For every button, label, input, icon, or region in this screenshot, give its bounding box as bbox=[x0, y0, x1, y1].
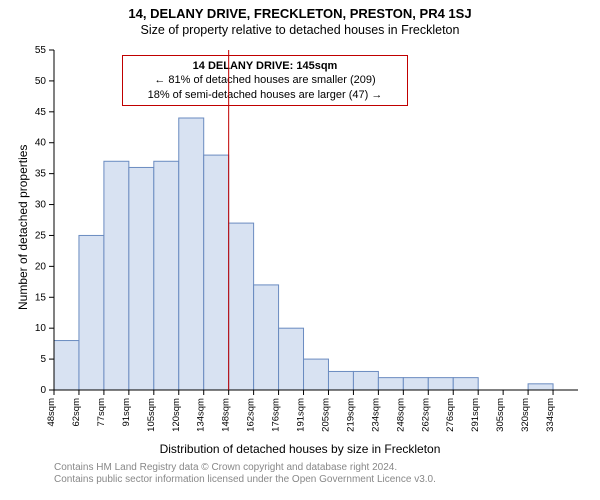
svg-text:30: 30 bbox=[35, 200, 47, 211]
y-axis-label: Number of detached properties bbox=[16, 145, 30, 310]
svg-text:62sqm: 62sqm bbox=[71, 398, 82, 427]
svg-text:55: 55 bbox=[35, 45, 47, 56]
chart-container: 14, DELANY DRIVE, FRECKLETON, PRESTON, P… bbox=[0, 0, 600, 500]
x-axis-label: Distribution of detached houses by size … bbox=[0, 442, 600, 456]
svg-text:234sqm: 234sqm bbox=[370, 398, 381, 432]
svg-text:40: 40 bbox=[35, 138, 47, 149]
svg-text:305sqm: 305sqm bbox=[495, 398, 506, 432]
svg-text:205sqm: 205sqm bbox=[320, 398, 331, 432]
histogram-chart: 0 5 10 15 20 25 30 35 40 45 50 55 48sqm 62sqm 77sqm 91s… bbox=[0, 0, 598, 450]
svg-text:91sqm: 91sqm bbox=[121, 398, 132, 427]
svg-text:276sqm: 276sqm bbox=[445, 398, 456, 432]
svg-text:35: 35 bbox=[35, 169, 47, 180]
svg-text:148sqm: 148sqm bbox=[221, 398, 232, 432]
svg-text:50: 50 bbox=[35, 76, 47, 87]
svg-text:77sqm: 77sqm bbox=[96, 398, 107, 427]
svg-text:20: 20 bbox=[35, 261, 47, 272]
svg-text:176sqm: 176sqm bbox=[271, 398, 282, 432]
svg-text:25: 25 bbox=[35, 230, 47, 241]
svg-text:0: 0 bbox=[40, 385, 46, 396]
svg-text:48sqm: 48sqm bbox=[46, 398, 57, 427]
svg-text:10: 10 bbox=[35, 323, 47, 334]
svg-text:291sqm: 291sqm bbox=[470, 398, 481, 432]
svg-text:248sqm: 248sqm bbox=[395, 398, 406, 432]
footer-line2: Contains public sector information licen… bbox=[54, 474, 436, 486]
footer-line1: Contains HM Land Registry data © Crown c… bbox=[54, 462, 436, 474]
svg-text:15: 15 bbox=[35, 292, 47, 303]
svg-text:162sqm: 162sqm bbox=[246, 398, 257, 432]
svg-text:120sqm: 120sqm bbox=[171, 398, 182, 432]
footer-text: Contains HM Land Registry data © Crown c… bbox=[54, 462, 436, 486]
svg-text:45: 45 bbox=[35, 107, 47, 118]
svg-text:134sqm: 134sqm bbox=[196, 398, 207, 432]
svg-text:219sqm: 219sqm bbox=[345, 398, 356, 432]
svg-text:334sqm: 334sqm bbox=[545, 398, 556, 432]
svg-text:191sqm: 191sqm bbox=[296, 398, 307, 432]
svg-text:105sqm: 105sqm bbox=[146, 398, 157, 432]
svg-text:320sqm: 320sqm bbox=[520, 398, 531, 432]
svg-text:5: 5 bbox=[40, 354, 46, 365]
svg-text:262sqm: 262sqm bbox=[420, 398, 431, 432]
